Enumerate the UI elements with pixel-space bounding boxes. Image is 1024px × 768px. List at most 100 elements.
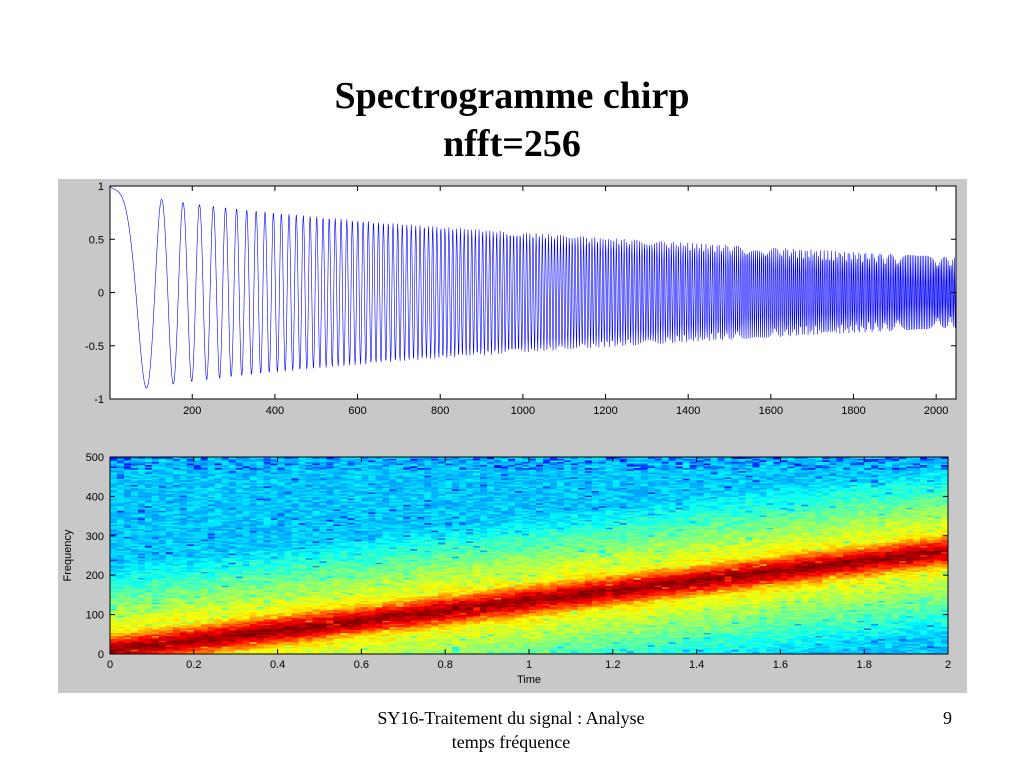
spectrogram-cell <box>116 463 125 466</box>
spectrogram-cell <box>179 457 188 459</box>
spectrogram-cell <box>144 577 153 580</box>
spectrogram-cell <box>144 533 153 536</box>
spectrogram-cell <box>110 629 118 632</box>
spectrogram-cell <box>116 635 125 638</box>
spectrogram-cell <box>144 617 153 620</box>
spectrogram-cell <box>158 487 167 490</box>
spectrogram-cell <box>193 496 202 499</box>
spectrogram-cell <box>158 646 167 649</box>
spectrogram-cell <box>123 537 132 540</box>
spectrogram-cell <box>179 565 188 568</box>
spectrogram-cell <box>158 611 167 614</box>
spectrogram-cell <box>116 522 125 525</box>
spectrogram-cell <box>130 473 139 476</box>
spectrogram-cell <box>151 502 160 505</box>
spectrogram-cell <box>200 547 209 550</box>
spectrogram-cell <box>123 522 132 525</box>
spectrogram-cell <box>172 615 181 618</box>
spectrogram-cell <box>165 457 174 459</box>
spectrogram-cell <box>172 563 181 566</box>
spectrogram-cell <box>130 481 139 484</box>
spectrogram-cell <box>165 536 174 539</box>
spectrogram-cell <box>110 652 118 655</box>
spectrogram-cell <box>172 510 181 513</box>
spectrogram-cell <box>193 568 202 571</box>
spectrogram-cell <box>200 617 209 620</box>
spectrogram-cell <box>200 472 209 475</box>
spectrogram-cell <box>116 498 125 501</box>
spectrogram-cell <box>123 609 132 612</box>
spectrogram-cell <box>186 626 195 629</box>
spectrogram-cell <box>158 599 167 601</box>
spectrogram-cell <box>116 521 125 524</box>
spectrogram-cell <box>158 464 167 467</box>
spectrogram-cell <box>179 479 188 482</box>
spectrogram-cell <box>116 547 125 550</box>
spectrogram-cell <box>137 621 146 624</box>
spectrogram-cell <box>116 496 125 499</box>
spectrogram-cell <box>172 457 181 459</box>
spectrogram-cell <box>193 458 202 461</box>
spectrogram-cell <box>200 566 209 569</box>
spectrogram-cell <box>151 643 160 646</box>
spectrogram-cell <box>110 631 118 634</box>
spectrogram-cell <box>165 475 174 478</box>
spectrogram-cell <box>200 618 209 621</box>
spectrogram-cell <box>144 626 153 629</box>
spectrogram-cell <box>158 507 167 510</box>
spectrogram-cell <box>200 457 209 459</box>
spectrogram-cell <box>151 519 160 522</box>
spectrogram-cell <box>144 643 153 646</box>
spectrogram-cell <box>110 498 118 501</box>
spectrogram-cell <box>179 482 188 485</box>
spectrogram-cell <box>165 489 174 491</box>
spectrogram-cell <box>172 489 181 491</box>
spectrogram-cell <box>193 597 202 600</box>
spectrogram-cell <box>179 621 188 624</box>
spectrogram-cell <box>123 544 132 546</box>
spectrogram-cell <box>137 547 146 550</box>
spectrogram-cell <box>172 528 181 531</box>
spectrogram-cell <box>207 646 216 649</box>
spectrogram-cell <box>193 537 202 540</box>
spectrogram-cell <box>137 499 146 502</box>
spectrogram-cell <box>130 470 139 473</box>
spectrogram-cell <box>200 486 209 488</box>
spectrogram-cell <box>193 621 202 624</box>
spectrogram-cell <box>137 588 146 591</box>
spectrogram-cell <box>193 562 202 565</box>
spectrogram-cell <box>193 463 202 466</box>
spectrogram-cell <box>123 515 132 517</box>
spectrogram-cell <box>110 650 118 653</box>
spectrogram-cell <box>151 518 160 521</box>
spectrogram-cell <box>137 515 146 517</box>
spectrogram-cell <box>116 495 125 498</box>
spectrogram-cell <box>151 568 160 571</box>
spectrogram-cell <box>165 579 174 582</box>
spectrogram-cell <box>158 534 167 537</box>
spectrogram-cell <box>200 559 209 562</box>
spectrogram-cell <box>110 539 118 542</box>
spectrogram-cell <box>179 618 188 621</box>
spectrogram-cell <box>179 591 188 594</box>
spectrogram-cell <box>200 623 209 626</box>
spectrogram-cell <box>186 553 195 556</box>
spectrogram-cell <box>193 632 202 635</box>
spectrogram-cell <box>151 571 160 574</box>
spectrogram-cell <box>116 603 125 606</box>
spectrogram-cell <box>179 542 188 545</box>
spectrogram-cell <box>158 576 167 579</box>
spectrogram-cell <box>116 612 125 615</box>
spectrogram-cell <box>116 479 125 482</box>
spectrogram-cell <box>172 531 181 534</box>
spectrogram-cell <box>172 644 181 647</box>
spectrogram-cell <box>123 612 132 615</box>
spectrogram-cell <box>193 507 202 510</box>
spectrogram-cell <box>193 599 202 601</box>
spectrogram-cell <box>186 508 195 511</box>
spectrogram-cell <box>116 647 125 650</box>
spectrogram-cell <box>144 530 153 533</box>
spectrogram-cell <box>137 495 146 498</box>
spectrogram-cell <box>130 515 139 517</box>
spectrogram-cell <box>200 568 209 571</box>
